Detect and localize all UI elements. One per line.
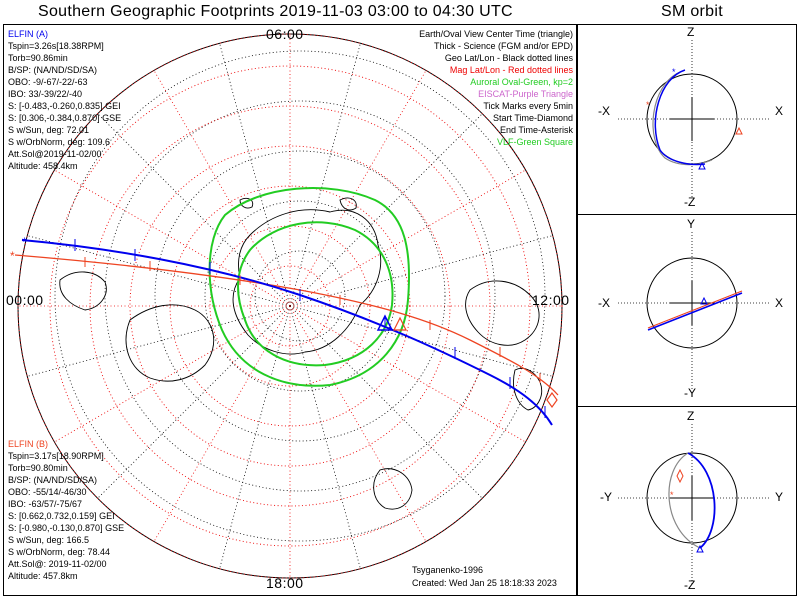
sm3-right-label: Y xyxy=(775,490,784,504)
elfin-b-line: S w/OrbNorm, deg: 78.44 xyxy=(8,547,111,557)
geo-latlon-grid xyxy=(54,50,546,542)
sm1-top-label: Z xyxy=(687,25,695,39)
elfin-b-info: ELFIN (B) Tspin=3.17s[18.90RPM] Torb=90.… xyxy=(8,438,124,582)
elfin-a-line: S: [0.306,-0.384,0.870] GSE xyxy=(8,113,122,123)
hour-label-left: 00:00 xyxy=(6,292,44,308)
elfin-b-line: B/SP: (NA/ND/SD/SA) xyxy=(8,475,98,485)
meridian-line xyxy=(289,305,361,569)
svg-text:*: * xyxy=(672,67,676,77)
legend-item: Earth/Oval View Center Time (triangle) xyxy=(419,29,573,39)
model-label: Tsyganenko-1996 xyxy=(412,565,484,575)
sm3-top-label: Z xyxy=(687,409,695,423)
track-tick-marks xyxy=(74,239,546,418)
elfin-a-line: Tspin=3.26s[18.38RPM] xyxy=(8,41,104,51)
page-title: Southern Geographic Footprints 2019-11-0… xyxy=(38,3,513,20)
svg-text:*: * xyxy=(670,490,674,500)
sm-orbit-panel-xz: * * xyxy=(618,40,770,198)
continent-outlines xyxy=(59,197,543,510)
meridian-line xyxy=(289,305,553,377)
sm-orbit-panel-xy xyxy=(618,232,770,390)
sm2-right-label: X xyxy=(775,296,784,310)
elfin-b-line: S: [0.662,0.732,0.159] GEI xyxy=(8,511,115,521)
sm1-bottom-label: -Z xyxy=(684,195,696,209)
sm-panel-frame-3 xyxy=(577,406,797,596)
elfin-a-line: OBO: -9/-67/-22/-63 xyxy=(8,77,88,87)
sm1-left-label: -X xyxy=(598,104,610,118)
elfin-a-line: S: [-0.483,-0.260,0.835] GEI xyxy=(8,101,121,111)
auroral-oval xyxy=(208,187,411,387)
meridian-line xyxy=(153,305,291,542)
svg-text:*: * xyxy=(646,100,650,110)
sm-panel-frame-2 xyxy=(577,214,797,407)
legend-item: End Time-Asterisk xyxy=(499,125,573,135)
elfin-a-name: ELFIN (A) xyxy=(8,29,49,39)
elfin-a-line: Altitude: 458.4km xyxy=(8,161,78,171)
meridian-line xyxy=(27,235,291,307)
legend-item: Auroral Oval-Green, kp=2 xyxy=(470,77,573,87)
elfin-a-track xyxy=(21,239,553,426)
meridian-line xyxy=(289,305,427,542)
elfin-b-line: IBO: -63/57/-75/67 xyxy=(8,499,83,509)
elfin-a-line: IBO: 33/-39/22/-40 xyxy=(8,89,83,99)
elfin-a-line: Att.Sol@2019-11-02/00 xyxy=(8,149,102,159)
meridian-line xyxy=(97,113,291,307)
sm2-bottom-label: -Y xyxy=(684,386,696,400)
elfin-b-start-diamond xyxy=(546,391,558,409)
legend-item: VLF-Green Square xyxy=(496,137,573,147)
elfin-b-track xyxy=(14,254,559,396)
legend-item: Geo Lat/Lon - Black dotted lines xyxy=(444,53,573,63)
meridian-line xyxy=(289,169,526,307)
sm3-left-label: -Y xyxy=(600,490,612,504)
elfin-a-view-center-triangle xyxy=(376,314,394,331)
elfin-b-line: S: [-0.980,-0.130,0.870] GSE xyxy=(8,523,125,533)
elfin-b-line: Att.Sol@: 2019-11-02/00 xyxy=(8,559,107,569)
map-frame xyxy=(3,24,577,596)
legend-item: Start Time-Diamond xyxy=(492,113,573,123)
hour-label-top: 06:00 xyxy=(266,26,304,42)
elfin-b-view-center-triangle xyxy=(393,316,407,331)
elfin-a-line: Torb=90.86min xyxy=(8,53,68,63)
sm3-bottom-label: -Z xyxy=(684,578,696,592)
elfin-a-end-asterisk: * xyxy=(22,235,27,249)
legend-item: Thick - Science (FGM and/or EPD) xyxy=(433,41,573,51)
sm-orbit-panel-yz: * xyxy=(618,424,770,584)
meridian-line xyxy=(289,305,483,499)
elfin-b-name: ELFIN (B) xyxy=(8,439,49,449)
map-legend: Earth/Oval View Center Time (triangle) T… xyxy=(419,28,573,148)
hour-label-right: 12:00 xyxy=(532,292,570,308)
sm1-right-label: X xyxy=(775,104,784,118)
elfin-b-end-asterisk: * xyxy=(10,249,15,263)
legend-item: Tick Marks every 5min xyxy=(483,101,573,111)
elfin-a-line: B/SP: (NA/ND/SD/SA) xyxy=(8,65,98,75)
legend-item: Mag Lat/Lon - Red dotted lines xyxy=(449,65,573,75)
meridian-line xyxy=(54,169,291,307)
sm-orbit-title: SM orbit xyxy=(661,3,723,20)
meridian-line xyxy=(289,43,361,307)
elfin-b-line: Altitude: 457.8km xyxy=(8,571,78,581)
elfin-a-line: S w/OrbNorm, deg: 109.6 xyxy=(8,137,111,147)
elfin-b-line: Torb=90.80min xyxy=(8,463,68,473)
created-label: Created: Wed Jan 25 18:18:33 2023 xyxy=(412,578,557,588)
elfin-a-line: S w/Sun, deg: 72.01 xyxy=(8,125,90,135)
meridian-line xyxy=(219,43,291,307)
elfin-b-line: OBO: -55/14/-46/30 xyxy=(8,487,87,497)
elfin-a-info: ELFIN (A) Tspin=3.26s[18.38RPM] Torb=90.… xyxy=(8,28,121,172)
sm2-left-label: -X xyxy=(598,296,610,310)
elfin-b-line: S w/Sun, deg: 166.5 xyxy=(8,535,90,545)
legend-item: EISCAT-Purple Triangle xyxy=(478,89,573,99)
elfin-b-line: Tspin=3.17s[18.90RPM] xyxy=(8,451,104,461)
sm2-top-label: Y xyxy=(687,217,696,231)
hour-label-bottom: 18:00 xyxy=(266,575,304,591)
meridian-line xyxy=(54,305,291,443)
